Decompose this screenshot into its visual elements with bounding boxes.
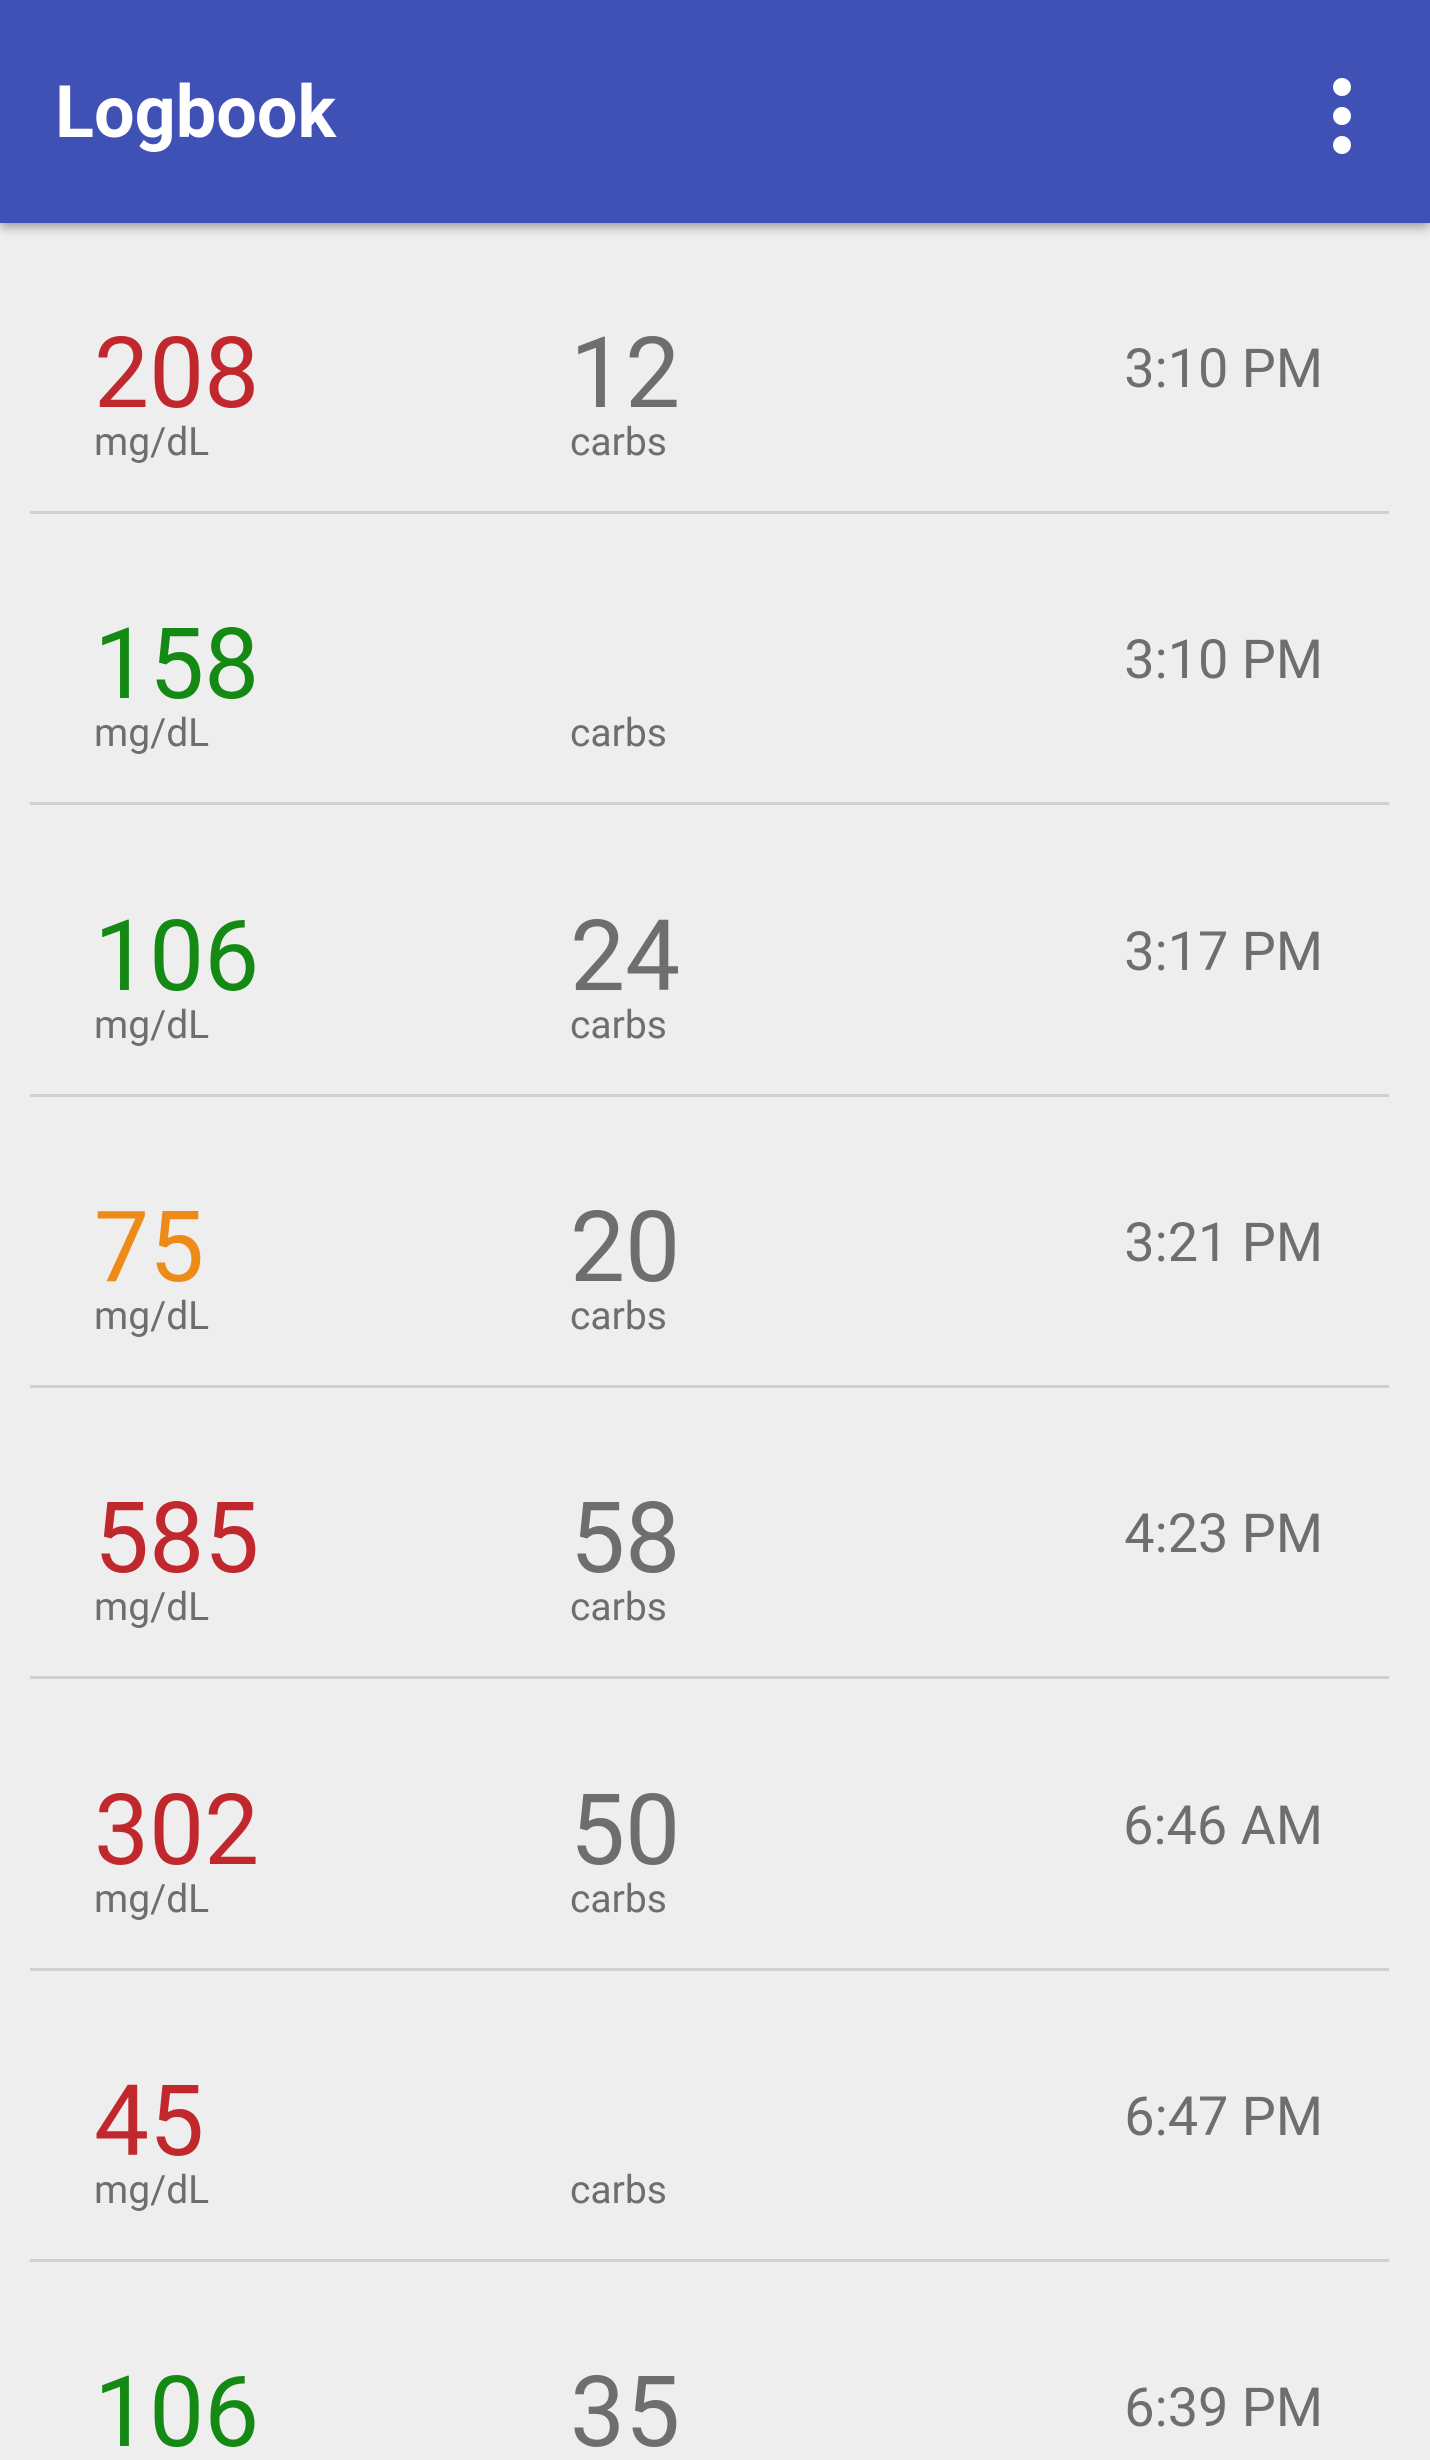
- glucose-value: 45: [94, 2063, 205, 2179]
- log-entry[interactable]: 302 mg/dL 50 carbs 6:46 AM: [0, 1680, 1430, 1971]
- glucose-value: 158: [94, 607, 260, 723]
- divider: [30, 1967, 1389, 1971]
- entry-time: 6:46 AM: [1123, 1794, 1323, 1858]
- divider: [30, 511, 1389, 514]
- glucose-value: 106: [94, 2355, 260, 2460]
- glucose-unit: mg/dL: [94, 1292, 210, 1339]
- carbs-unit: carbs: [570, 1292, 667, 1339]
- carbs-unit: carbs: [570, 710, 667, 757]
- glucose-unit: mg/dL: [94, 1001, 210, 1048]
- glucose-unit: mg/dL: [94, 419, 210, 465]
- menu-dot: [1333, 107, 1351, 125]
- carbs-value: 12: [570, 316, 681, 431]
- divider: [30, 1384, 1389, 1388]
- entry-time: 3:17 PM: [1124, 920, 1323, 984]
- glucose-unit: mg/dL: [94, 710, 210, 757]
- menu-dot: [1333, 78, 1351, 96]
- carbs-unit: carbs: [570, 1584, 667, 1631]
- divider: [30, 1093, 1389, 1097]
- entry-time: 3:10 PM: [1124, 338, 1323, 401]
- divider: [30, 1676, 1389, 1680]
- carbs-value: 58: [570, 1481, 681, 1597]
- carbs-unit: carbs: [570, 2166, 667, 2213]
- log-entry[interactable]: 158 mg/dL carbs 3:10 PM: [0, 514, 1430, 806]
- glucose-value: 106: [94, 898, 260, 1014]
- glucose-unit: mg/dL: [94, 1584, 210, 1631]
- log-entry[interactable]: 585 mg/dL 58 carbs 4:23 PM: [0, 1388, 1430, 1680]
- carbs-unit: carbs: [570, 1875, 667, 1922]
- log-entry[interactable]: 106 35 6:39 PM: [0, 2262, 1430, 2460]
- entry-time: 3:21 PM: [1124, 1211, 1323, 1275]
- carbs-unit: carbs: [570, 1001, 667, 1048]
- log-entry[interactable]: 75 mg/dL 20 carbs 3:21 PM: [0, 1097, 1430, 1388]
- entry-time: 3:10 PM: [1124, 629, 1323, 693]
- glucose-value: 302: [94, 1772, 260, 1888]
- carbs-value: 35: [570, 2355, 681, 2460]
- glucose-value: 585: [94, 1481, 260, 1597]
- app-title: Logbook: [55, 70, 336, 155]
- log-entry[interactable]: 208 mg/dL 12 carbs 3:10 PM: [0, 223, 1430, 514]
- menu-dot: [1333, 136, 1351, 154]
- entry-time: 6:47 PM: [1124, 2085, 1323, 2149]
- glucose-unit: mg/dL: [94, 2166, 210, 2213]
- carbs-unit: carbs: [570, 419, 667, 465]
- divider: [30, 802, 1389, 806]
- log-entry[interactable]: 106 mg/dL 24 carbs 3:17 PM: [0, 806, 1430, 1097]
- divider: [30, 2258, 1389, 2262]
- entry-time: 6:39 PM: [1124, 2377, 1323, 2441]
- overflow-menu[interactable]: [1310, 70, 1374, 160]
- glucose-value: 208: [94, 316, 260, 431]
- log-entry[interactable]: 45 mg/dL carbs 6:47 PM: [0, 1971, 1430, 2262]
- carbs-value: 50: [570, 1772, 681, 1888]
- entry-list: 208 mg/dL 12 carbs 3:10 PM 158 mg/dL carbs 3:10 …: [0, 223, 1430, 2460]
- carbs-value: 20: [570, 1189, 681, 1305]
- entry-time: 4:23 PM: [1124, 1503, 1323, 1567]
- glucose-unit: mg/dL: [94, 1875, 210, 1922]
- carbs-value: 24: [570, 898, 681, 1014]
- glucose-value: 75: [94, 1189, 205, 1305]
- app-bar: Logbook: [0, 0, 1430, 223]
